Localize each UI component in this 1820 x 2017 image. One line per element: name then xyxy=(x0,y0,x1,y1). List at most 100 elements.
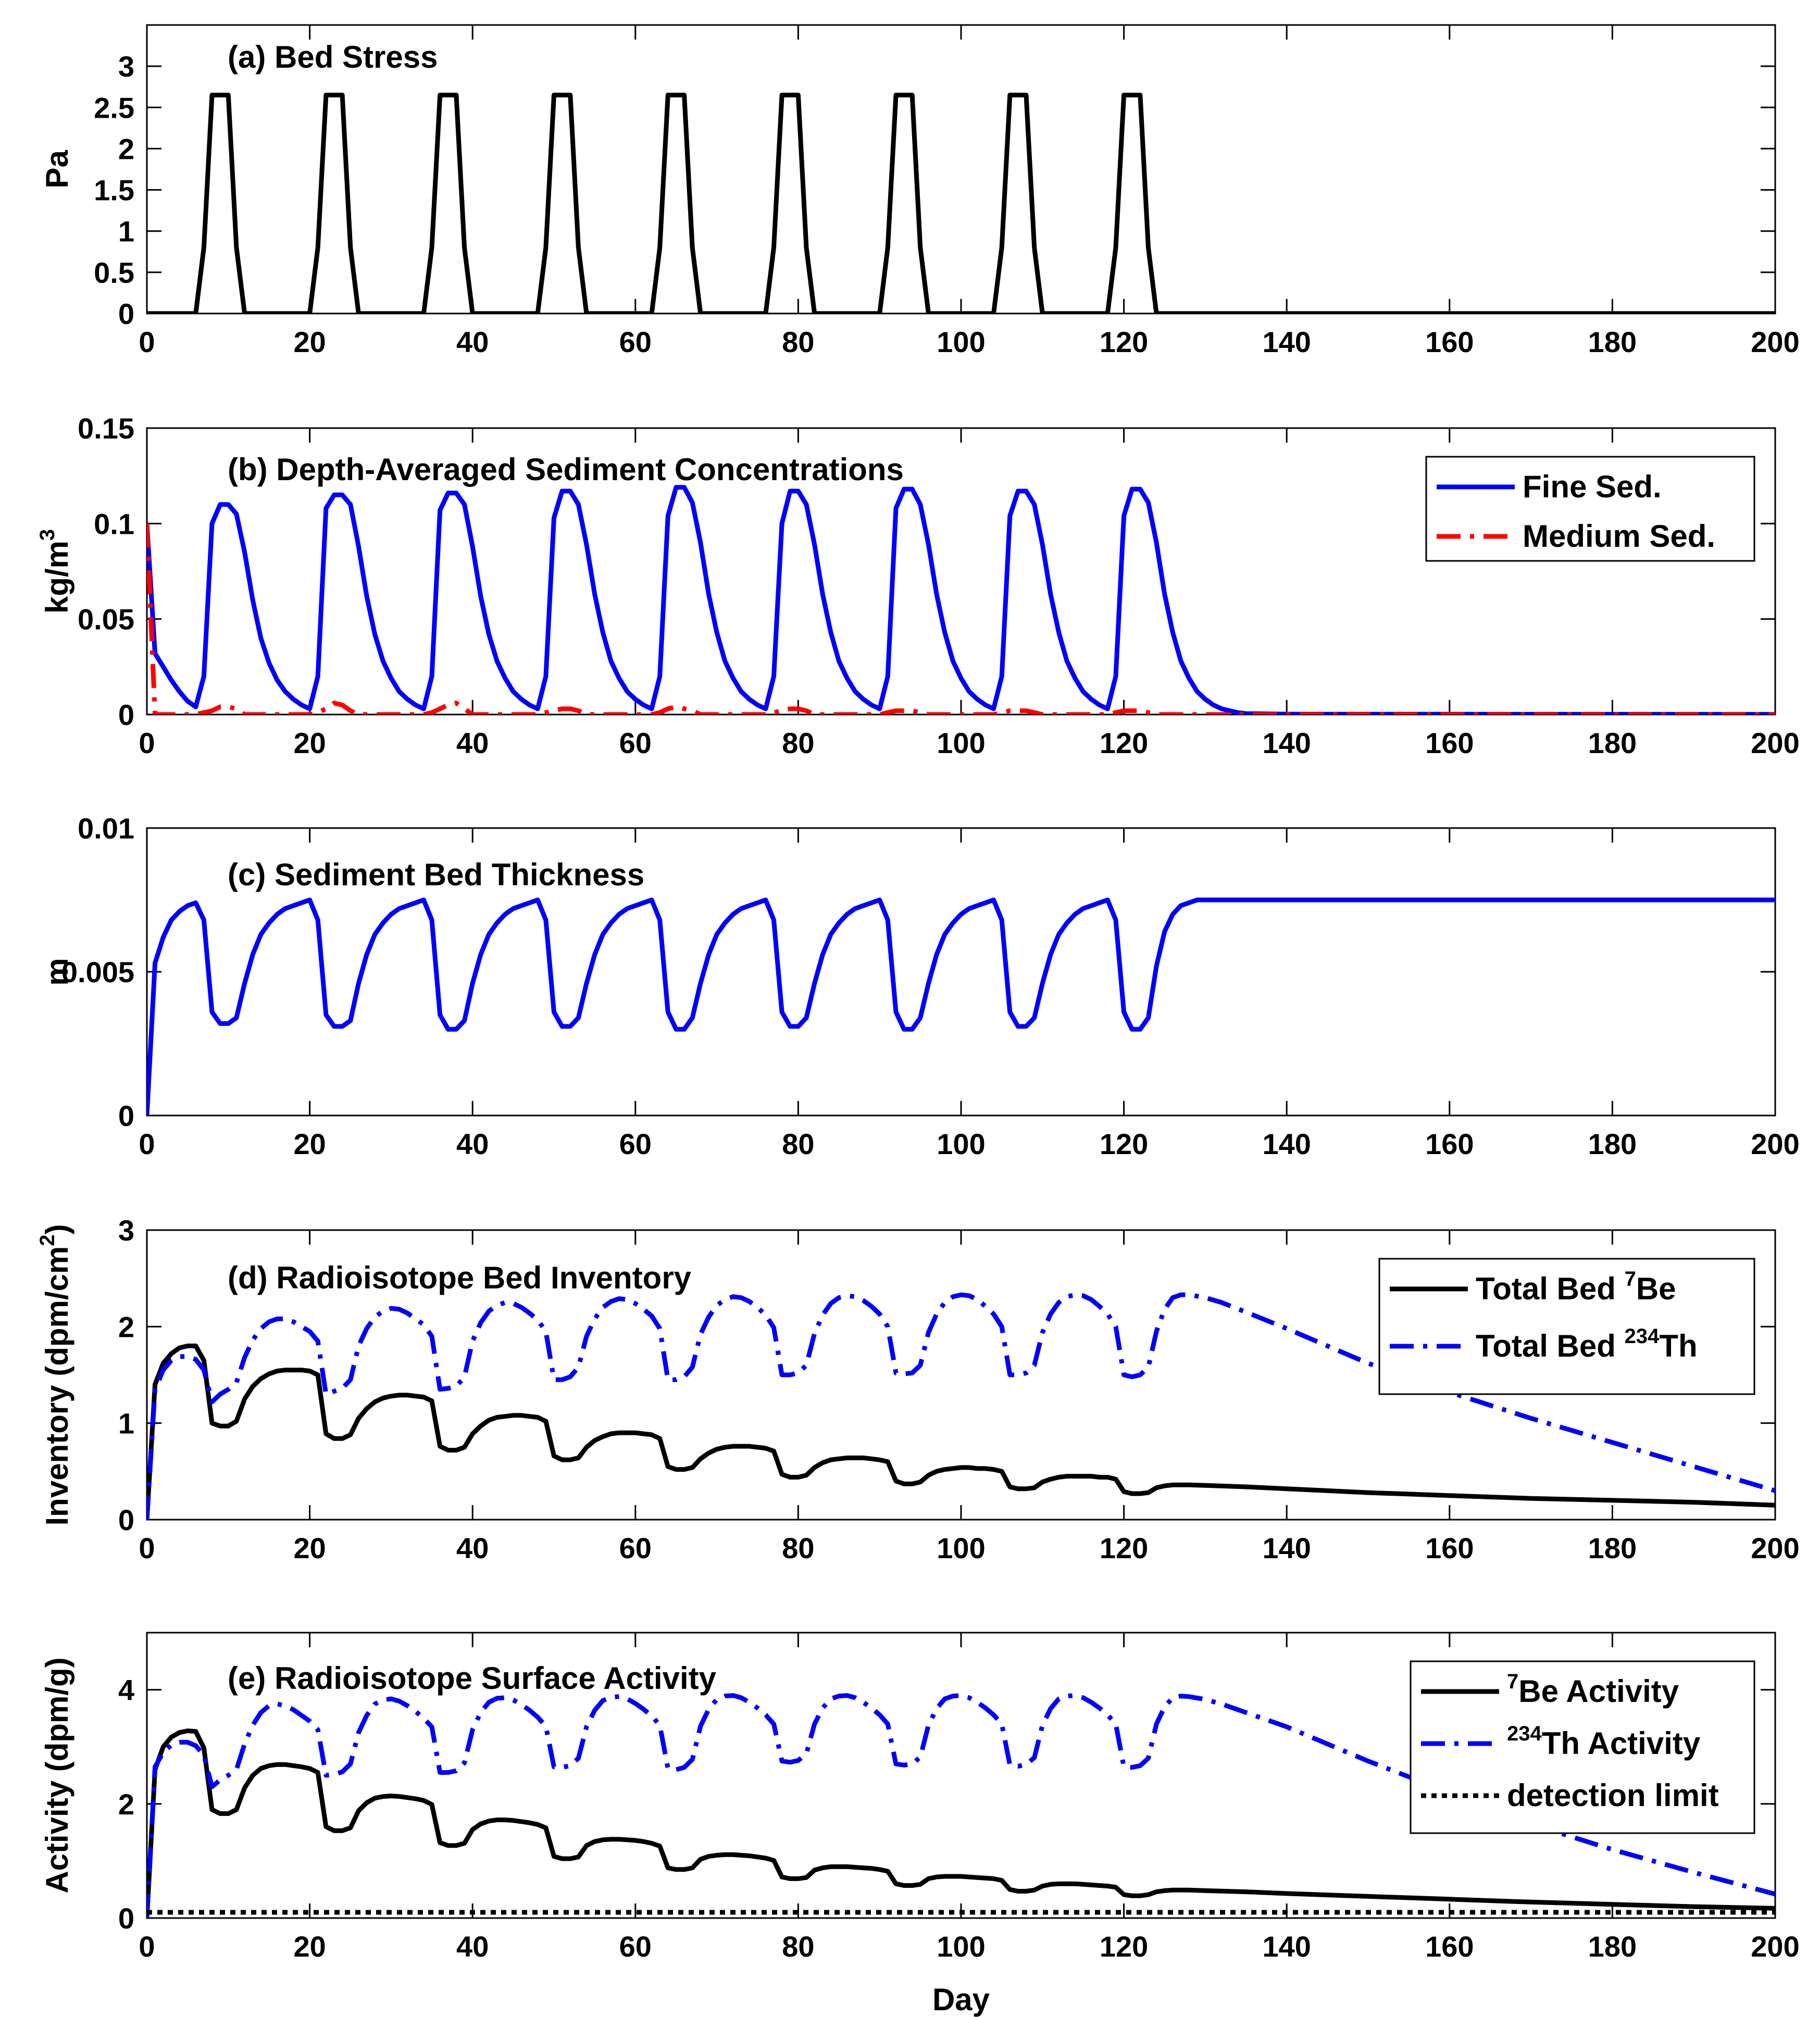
x-tick-label: 60 xyxy=(619,325,652,358)
y-tick-label: 0.05 xyxy=(78,603,134,636)
series-line-bed-thickness xyxy=(147,897,1775,1116)
x-tick-label: 140 xyxy=(1262,1532,1311,1564)
legend-label: Fine Sed. xyxy=(1523,469,1662,504)
x-tick-label: 120 xyxy=(1100,1127,1148,1160)
y-tick-label: 0 xyxy=(118,1504,134,1536)
panel-title: (b) Depth-Averaged Sediment Concentratio… xyxy=(228,452,904,487)
panel-b: 0 20 40 60 80 100 120 140 160 180 200 0 0.05 0.1 0.15 k… xyxy=(36,412,1800,759)
x-tick-label: 20 xyxy=(293,1127,326,1160)
y-tick-label: 0.01 xyxy=(78,812,134,845)
series-line-bed-stress xyxy=(147,93,1775,314)
y-tick-label: 0.1 xyxy=(94,507,134,540)
x-tick-label: 180 xyxy=(1588,325,1637,358)
y-tick-label: 1.5 xyxy=(94,174,134,207)
panel-e: 0 20 40 60 80 100 120 140 160 180 200 0 2 4 Activity (… xyxy=(40,1632,1800,1963)
y-axis-label: Pa xyxy=(40,150,74,189)
x-tick-label: 120 xyxy=(1100,1930,1148,1963)
x-tick-label: 200 xyxy=(1751,1930,1799,1963)
x-tick-label: 40 xyxy=(456,1127,489,1160)
x-tick-label: 180 xyxy=(1588,1930,1637,1963)
series-line-234th-activity xyxy=(147,1693,1775,1918)
x-tick-label: 0 xyxy=(139,1127,155,1160)
x-axis-label: Day xyxy=(932,1982,990,2017)
y-tick-label: 3 xyxy=(118,50,134,83)
x-tick-label: 40 xyxy=(456,325,489,358)
x-tick-label: 120 xyxy=(1100,325,1148,358)
x-tick-label: 100 xyxy=(937,1930,985,1963)
y-tick-label: 0 xyxy=(118,297,134,330)
x-tick-label: 20 xyxy=(293,726,326,759)
legend: Total Bed 7Be Total Bed 234Th xyxy=(1378,1258,1755,1395)
legend-box xyxy=(1378,1258,1755,1395)
legend-label: 234Th Activity xyxy=(1507,1722,1701,1761)
legend-box xyxy=(1425,456,1755,562)
y-tick-label: 0 xyxy=(118,1099,134,1132)
panel-d: 0 20 40 60 80 100 120 140 160 180 200 0 1 2 3 Inventory… xyxy=(36,1214,1800,1564)
x-tick-label: 140 xyxy=(1262,1127,1311,1160)
panel-title: (e) Radioisotope Surface Activity xyxy=(228,1661,717,1696)
legend-label: detection limit xyxy=(1507,1778,1719,1813)
legend-label: 7Be Activity xyxy=(1507,1670,1679,1709)
x-tick-label: 40 xyxy=(456,1930,489,1963)
y-tick-label: 0 xyxy=(118,698,134,731)
x-tick-label: 100 xyxy=(937,1532,985,1564)
panels: 0 20 40 60 80 100 120 140 160 180 20000.511.522.53… xyxy=(36,24,1800,1963)
series-line-total-bed-234th xyxy=(147,1292,1775,1520)
x-tick-label: 80 xyxy=(782,325,814,358)
x-tick-label: 180 xyxy=(1588,1127,1637,1160)
legend-label: Total Bed 234Th xyxy=(1476,1325,1698,1363)
x-tick-label: 0 xyxy=(139,1532,155,1564)
x-tick-label: 200 xyxy=(1751,1127,1799,1160)
x-tick-label: 80 xyxy=(782,726,814,759)
x-tick-label: 160 xyxy=(1425,325,1474,358)
series-line-total-bed-7be xyxy=(147,1343,1775,1520)
x-tick-label: 0 xyxy=(139,1930,155,1963)
x-tick-label: 160 xyxy=(1425,1532,1474,1564)
x-tick-label: 180 xyxy=(1588,1532,1637,1564)
x-tick-label: 40 xyxy=(456,1532,489,1564)
x-tick-label: 200 xyxy=(1751,1532,1799,1564)
y-tick-label: 2 xyxy=(118,1788,134,1821)
x-tick-label: 160 xyxy=(1425,1127,1474,1160)
x-tick-label: 40 xyxy=(456,726,489,759)
y-tick-label: 0 xyxy=(118,1902,134,1935)
panel-title: (a) Bed Stress xyxy=(228,40,438,74)
y-tick-label: 1 xyxy=(118,215,134,248)
legend: Fine Sed. Medium Sed. xyxy=(1425,456,1755,562)
x-tick-label: 200 xyxy=(1751,726,1799,759)
y-axis-label: m xyxy=(40,958,74,985)
x-tick-label: 20 xyxy=(293,1532,326,1564)
series-line-medium-sed- xyxy=(147,523,1775,715)
y-tick-label: 4 xyxy=(118,1674,134,1707)
legend: 7Be Activity 234Th Activity detection limi… xyxy=(1410,1660,1755,1834)
x-tick-label: 60 xyxy=(619,1930,652,1963)
panel-title: (c) Sediment Bed Thickness xyxy=(228,857,644,892)
x-tick-label: 80 xyxy=(782,1532,814,1564)
y-tick-label: 0.5 xyxy=(94,256,134,289)
x-tick-label: 20 xyxy=(293,325,326,358)
y-tick-label: 3 xyxy=(118,1214,134,1247)
x-tick-label: 120 xyxy=(1100,1532,1148,1564)
x-tick-label: 100 xyxy=(937,325,985,358)
x-tick-label: 140 xyxy=(1262,726,1311,759)
x-tick-label: 60 xyxy=(619,726,652,759)
x-tick-label: 140 xyxy=(1262,325,1311,358)
x-tick-label: 20 xyxy=(293,1930,326,1963)
x-tick-label: 140 xyxy=(1262,1930,1311,1963)
series-line-fine-sed- xyxy=(147,485,1775,715)
y-tick-label: 1 xyxy=(118,1407,134,1440)
y-axis-label: Inventory (dpm/cm2) xyxy=(36,1224,74,1526)
x-tick-label: 180 xyxy=(1588,726,1637,759)
x-tick-label: 100 xyxy=(937,726,985,759)
y-tick-label: 2 xyxy=(118,132,134,165)
x-tick-label: 0 xyxy=(139,325,155,358)
series-line-7be-activity xyxy=(147,1728,1775,1918)
panel-c: 0 20 40 60 80 100 120 140 160 180 200 0 0.005 0.01 m (c… xyxy=(40,812,1800,1160)
y-tick-label: 0.15 xyxy=(78,412,134,445)
x-tick-label: 60 xyxy=(619,1532,652,1564)
legend-label: Total Bed 7Be xyxy=(1476,1268,1676,1306)
panel-a: 0 20 40 60 80 100 120 140 160 180 200 0 0.5 1 1.5 2 2.5 3… xyxy=(40,24,1800,358)
panel-title: (d) Radioisotope Bed Inventory xyxy=(228,1260,692,1295)
y-axis-label: kg/m3 xyxy=(36,529,74,613)
